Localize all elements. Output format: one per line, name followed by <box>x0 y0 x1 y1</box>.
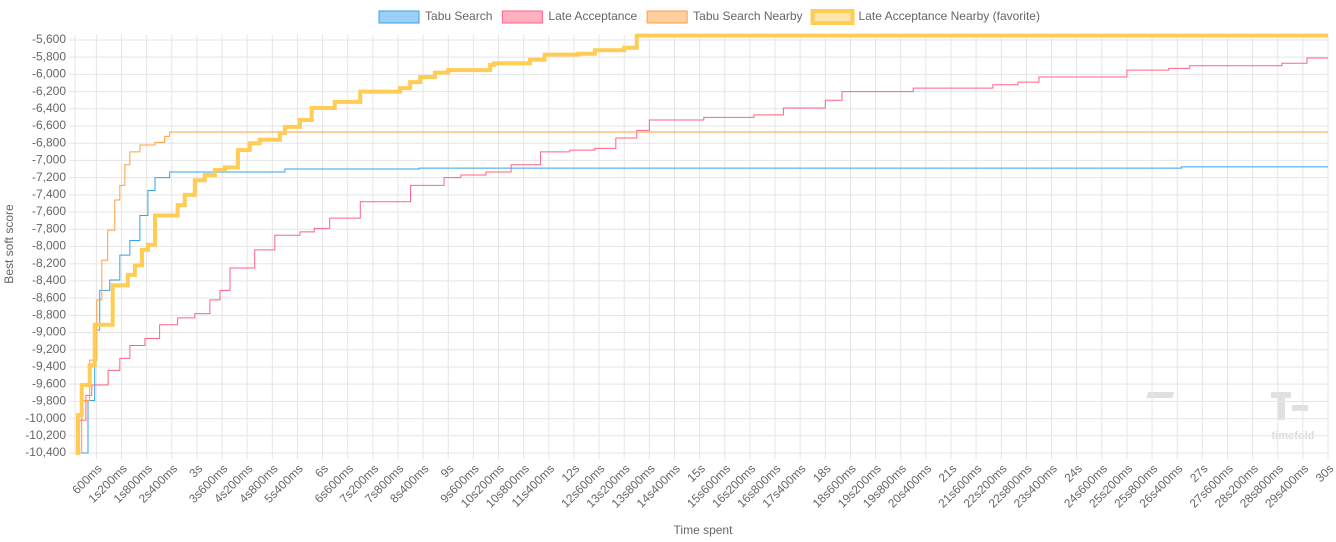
y-tick-label: -8,800 <box>32 307 66 321</box>
x-tick-label: 30s <box>1313 461 1336 485</box>
legend-label: Tabu Search Nearby <box>693 9 802 23</box>
y-tick-label: -9,600 <box>32 376 66 390</box>
y-tick-label: -8,200 <box>32 256 66 270</box>
y-tick-label: -10,200 <box>25 428 66 442</box>
series-line <box>75 57 1328 454</box>
y-axis-title: Best soft score <box>2 204 16 284</box>
series-line <box>75 166 1328 454</box>
legend-label: Tabu Search <box>425 9 492 23</box>
series-line <box>75 131 1328 454</box>
y-tick-label: -9,000 <box>32 325 66 339</box>
y-tick-label: -7,600 <box>32 204 66 218</box>
series-line <box>75 33 1328 455</box>
y-tick-label: -6,200 <box>32 84 66 98</box>
y-tick-label: -10,400 <box>25 445 66 459</box>
legend: Tabu Search Late Acceptance Tabu Search Ne… <box>378 9 1040 25</box>
y-tick-label: -7,000 <box>32 153 66 167</box>
y-tick-label: -6,800 <box>32 135 66 149</box>
legend-item: Tabu Search <box>378 9 492 24</box>
x-axis-title: Time spent <box>674 523 734 537</box>
legend-label: Late Acceptance Nearby (favorite) <box>859 9 1040 23</box>
legend-swatch <box>646 10 688 24</box>
y-tick-label: -8,000 <box>32 239 66 253</box>
grid <box>69 34 1329 459</box>
y-tick-label: -7,800 <box>32 221 66 235</box>
y-tick-label: -6,600 <box>32 118 66 132</box>
y-tick-label: -7,400 <box>32 187 66 201</box>
x-tick-label: 3s <box>186 461 205 480</box>
y-tick-label: -9,800 <box>32 394 66 408</box>
x-tick-label: 9s <box>438 461 457 480</box>
y-tick-label: -5,600 <box>32 32 66 46</box>
legend-label: Late Acceptance <box>548 9 637 23</box>
legend-swatch <box>810 9 855 25</box>
legend-item: Late Acceptance <box>501 9 637 24</box>
y-tick-label: -7,200 <box>32 170 66 184</box>
y-tick-label: -9,200 <box>32 342 66 356</box>
legend-item: Tabu Search Nearby <box>646 9 803 24</box>
y-tick-label: -6,000 <box>32 67 66 81</box>
watermark-logo <box>1146 392 1308 420</box>
y-tick-label: -9,400 <box>32 359 66 373</box>
y-tick-label: -8,600 <box>32 290 66 304</box>
legend-item: Late Acceptance Nearby (favorite) <box>810 9 1040 25</box>
y-tick-label: -5,800 <box>32 49 66 63</box>
y-tick-label: -10,000 <box>25 411 66 425</box>
x-tick-label: 6s <box>312 461 331 480</box>
legend-swatch <box>378 10 420 24</box>
legend-swatch <box>501 10 543 24</box>
y-tick-label: -6,400 <box>32 101 66 115</box>
y-tick-label: -8,400 <box>32 273 66 287</box>
